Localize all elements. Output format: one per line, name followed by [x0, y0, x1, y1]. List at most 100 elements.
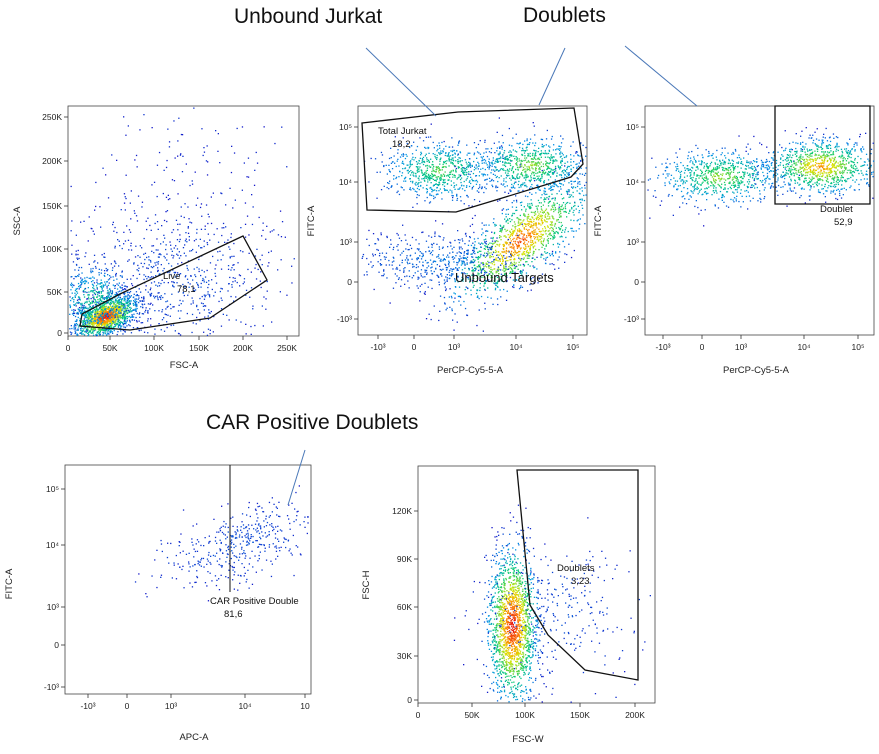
event-dot	[179, 317, 181, 319]
event-dot	[527, 224, 530, 227]
event-dot	[197, 286, 200, 288]
event-dot	[138, 273, 141, 275]
event-dot	[551, 221, 553, 223]
event-dot	[97, 321, 99, 324]
event-dot	[200, 286, 202, 288]
event-dot	[202, 305, 205, 307]
event-dot	[521, 174, 523, 176]
event-dot	[439, 153, 441, 156]
y-tick-label: 150K	[42, 201, 62, 211]
event-dot	[107, 268, 109, 271]
event-dot	[111, 319, 113, 322]
event-dot	[500, 296, 502, 298]
event-dot	[186, 265, 188, 267]
event-dot	[123, 202, 126, 204]
event-dot	[185, 238, 187, 240]
event-dot	[485, 179, 487, 181]
event-dot	[439, 160, 441, 162]
event-dot	[522, 220, 524, 222]
event-dot	[512, 247, 515, 249]
event-dot	[512, 176, 515, 179]
event-dot	[562, 207, 565, 209]
event-dot	[533, 214, 536, 216]
event-dot	[409, 161, 411, 163]
event-dot	[509, 230, 511, 232]
event-dot	[250, 287, 253, 289]
event-dot	[537, 187, 539, 189]
event-dot	[558, 149, 561, 151]
event-dot	[482, 232, 484, 234]
gate-live[interactable]	[79, 235, 268, 331]
event-dot	[549, 183, 551, 186]
event-dot	[388, 169, 390, 171]
event-dot	[80, 279, 82, 281]
event-dot	[443, 174, 446, 176]
event-dot	[489, 257, 491, 259]
event-dot	[492, 256, 494, 258]
event-dot	[116, 307, 118, 309]
event-dot	[509, 168, 511, 170]
event-dot	[96, 333, 98, 335]
event-dot	[184, 244, 186, 246]
event-dot	[515, 199, 518, 201]
event-dot	[456, 279, 458, 282]
event-dot	[524, 164, 526, 166]
event-dot	[77, 316, 79, 319]
event-dot	[531, 161, 533, 163]
event-dot	[97, 294, 99, 296]
event-dot	[154, 222, 156, 225]
event-dot	[76, 329, 78, 331]
event-dot	[118, 319, 121, 321]
event-dot	[495, 166, 497, 168]
event-dot	[103, 274, 105, 277]
event-dot	[107, 284, 110, 286]
event-dot	[416, 203, 418, 205]
event-dot	[113, 313, 115, 315]
event-dot	[418, 175, 420, 177]
event-dot	[101, 311, 103, 314]
event-dot	[103, 252, 105, 255]
event-dot	[492, 159, 494, 161]
event-dot	[528, 207, 531, 209]
event-dot	[90, 277, 92, 279]
event-dot	[537, 215, 539, 217]
event-dot	[529, 192, 531, 194]
event-dot	[520, 204, 522, 206]
event-dot	[517, 244, 520, 246]
event-dot	[217, 133, 219, 135]
event-dot	[559, 153, 561, 155]
event-dot	[482, 175, 484, 177]
event-dot	[458, 141, 460, 143]
event-dot	[84, 324, 86, 326]
event-dot	[96, 281, 98, 283]
event-dot	[236, 127, 238, 130]
event-dot	[483, 283, 486, 285]
event-dot	[428, 152, 430, 154]
event-dot	[80, 312, 82, 315]
event-dot	[520, 184, 522, 186]
event-dot	[513, 267, 515, 269]
event-dot	[135, 308, 137, 310]
event-dot	[110, 327, 112, 329]
event-dot	[109, 313, 112, 316]
event-dot	[454, 279, 456, 281]
event-dot	[480, 168, 482, 170]
event-dot	[134, 302, 136, 304]
event-dot	[92, 294, 94, 296]
event-dot	[128, 324, 130, 326]
event-dot	[460, 304, 462, 306]
event-dot	[178, 333, 180, 335]
event-dot	[565, 227, 567, 229]
event-dot	[170, 265, 173, 267]
event-dot	[77, 253, 79, 256]
event-dot	[435, 169, 437, 171]
event-dot	[504, 218, 506, 220]
event-dot	[238, 274, 241, 276]
event-dot	[544, 209, 547, 212]
event-dot	[476, 266, 478, 268]
event-dot	[433, 184, 435, 186]
event-dot	[85, 324, 88, 326]
event-dot	[177, 310, 180, 312]
event-dot	[554, 223, 556, 225]
event-dot	[488, 224, 490, 226]
